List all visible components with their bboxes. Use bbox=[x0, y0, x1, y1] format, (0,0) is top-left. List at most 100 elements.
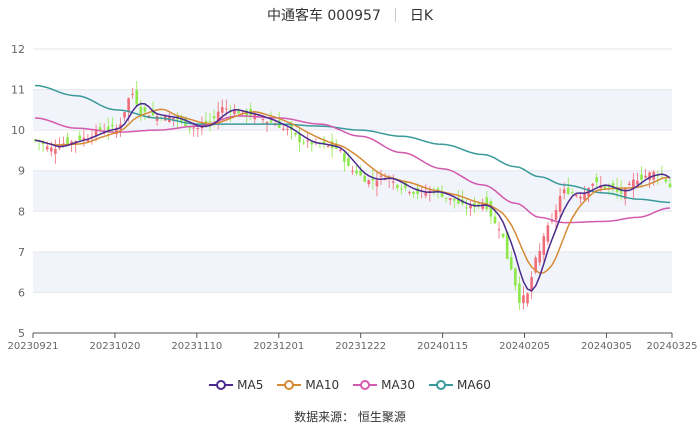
y-tick-label: 10 bbox=[11, 124, 25, 137]
candle bbox=[310, 140, 314, 152]
candle-body bbox=[269, 120, 273, 123]
legend-marker-icon bbox=[277, 380, 302, 390]
candle-body bbox=[522, 295, 525, 303]
candle-body bbox=[595, 177, 599, 183]
data-source: 数据来源： 恒生聚源 bbox=[294, 410, 406, 424]
candle-body bbox=[408, 192, 411, 194]
x-tick-label: 20231201 bbox=[253, 341, 304, 352]
candle bbox=[465, 198, 468, 216]
candle-body bbox=[436, 188, 440, 191]
candle bbox=[367, 179, 371, 188]
candle-body bbox=[648, 172, 651, 180]
candle-body bbox=[82, 137, 86, 141]
candle bbox=[518, 276, 521, 310]
candle-body bbox=[550, 220, 554, 222]
candle-body bbox=[546, 225, 550, 242]
candle bbox=[412, 191, 415, 199]
y-tick-label: 11 bbox=[11, 84, 25, 97]
candle-body bbox=[416, 188, 419, 194]
candle-body bbox=[575, 195, 578, 197]
candle-body bbox=[322, 141, 326, 144]
x-tick-label: 20240325 bbox=[647, 341, 698, 352]
candle-body bbox=[571, 192, 574, 194]
candle bbox=[302, 139, 305, 146]
period-label[interactable]: 日K bbox=[409, 8, 434, 24]
candle-body bbox=[383, 179, 387, 181]
candle bbox=[542, 233, 546, 265]
candle-body bbox=[338, 149, 342, 151]
chart-legend: MA5 MA10 MA30 MA60 bbox=[0, 376, 700, 394]
candle bbox=[514, 267, 517, 291]
candle-body bbox=[139, 106, 143, 115]
candle bbox=[668, 177, 672, 188]
legend-marker-icon bbox=[429, 380, 454, 390]
candle-body bbox=[310, 141, 314, 145]
candle-body bbox=[367, 180, 371, 185]
legend-label: MA60 bbox=[457, 378, 491, 392]
candle-body bbox=[54, 149, 57, 154]
candle bbox=[70, 139, 73, 153]
candle-body bbox=[233, 110, 236, 115]
candle-body bbox=[400, 188, 403, 190]
candle-body bbox=[493, 216, 497, 224]
candle bbox=[106, 117, 110, 141]
candle-body bbox=[106, 126, 110, 131]
legend-item-ma10[interactable]: MA10 bbox=[277, 378, 339, 392]
candle-body bbox=[452, 198, 456, 201]
candle bbox=[522, 286, 525, 310]
candle bbox=[54, 139, 57, 164]
candle-body bbox=[282, 128, 285, 130]
y-tick-label: 8 bbox=[18, 205, 25, 218]
candle bbox=[359, 165, 362, 177]
y-axis: 5 6 7 8 9 10 11 12 bbox=[11, 43, 25, 340]
legend-marker-icon bbox=[209, 380, 234, 390]
candle bbox=[571, 188, 574, 195]
candle-body bbox=[33, 139, 37, 141]
candle bbox=[326, 144, 330, 148]
legend-item-ma5[interactable]: MA5 bbox=[209, 378, 263, 392]
candle bbox=[497, 221, 501, 239]
candle-body bbox=[237, 110, 240, 114]
x-tick-label: 20230921 bbox=[8, 341, 59, 352]
candle-body bbox=[473, 203, 476, 207]
candle bbox=[115, 124, 118, 138]
candle-body bbox=[347, 158, 350, 166]
candle-body bbox=[497, 229, 501, 231]
candle bbox=[509, 250, 513, 271]
candle-body bbox=[265, 121, 269, 125]
candle bbox=[343, 149, 346, 172]
y-tick-label: 7 bbox=[18, 246, 25, 259]
candle-body bbox=[558, 196, 562, 212]
chart-band bbox=[33, 251, 672, 293]
candle bbox=[322, 136, 326, 149]
candle bbox=[636, 172, 639, 186]
candle-body bbox=[188, 127, 191, 129]
candle-body bbox=[58, 147, 61, 149]
legend-item-ma60[interactable]: MA60 bbox=[429, 378, 491, 392]
candle bbox=[664, 178, 668, 184]
candle-body bbox=[469, 204, 472, 209]
legend-item-ma30[interactable]: MA30 bbox=[353, 378, 415, 392]
candle bbox=[151, 101, 155, 117]
candle bbox=[379, 169, 383, 186]
candle bbox=[306, 132, 310, 149]
candle-body bbox=[526, 293, 529, 304]
candle-body bbox=[66, 137, 69, 144]
moving-average-lines bbox=[34, 84, 671, 292]
ma30-line bbox=[34, 115, 671, 224]
candle-body bbox=[501, 233, 505, 237]
candle-body bbox=[391, 181, 395, 183]
candle-body bbox=[70, 141, 73, 145]
candle bbox=[546, 222, 550, 245]
candle-body bbox=[131, 93, 134, 95]
legend-label: MA10 bbox=[305, 378, 340, 392]
candle-body bbox=[343, 153, 346, 162]
candle-body bbox=[579, 196, 582, 199]
candle-body bbox=[294, 132, 297, 135]
x-tick-label: 20231222 bbox=[335, 341, 386, 352]
candle-body bbox=[196, 127, 200, 129]
candle-body bbox=[351, 170, 354, 172]
candle bbox=[530, 271, 533, 300]
candle bbox=[632, 172, 635, 198]
candle-body bbox=[668, 183, 672, 188]
